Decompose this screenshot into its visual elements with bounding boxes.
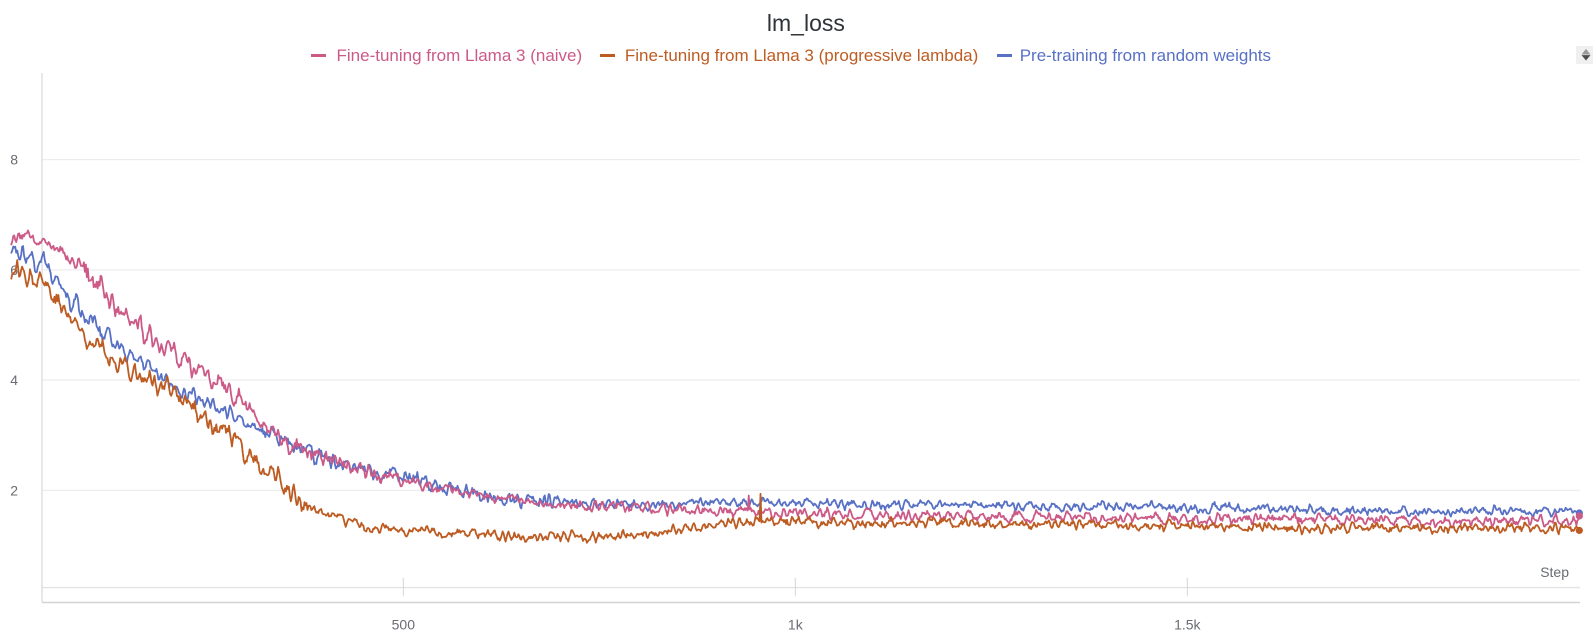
svg-text:Step: Step bbox=[1540, 564, 1569, 580]
svg-text:8: 8 bbox=[10, 152, 18, 168]
svg-text:1.5k: 1.5k bbox=[1174, 617, 1201, 633]
svg-text:1k: 1k bbox=[788, 617, 804, 633]
svg-text:500: 500 bbox=[392, 617, 416, 633]
svg-text:4: 4 bbox=[10, 372, 18, 388]
svg-text:2: 2 bbox=[10, 482, 18, 498]
